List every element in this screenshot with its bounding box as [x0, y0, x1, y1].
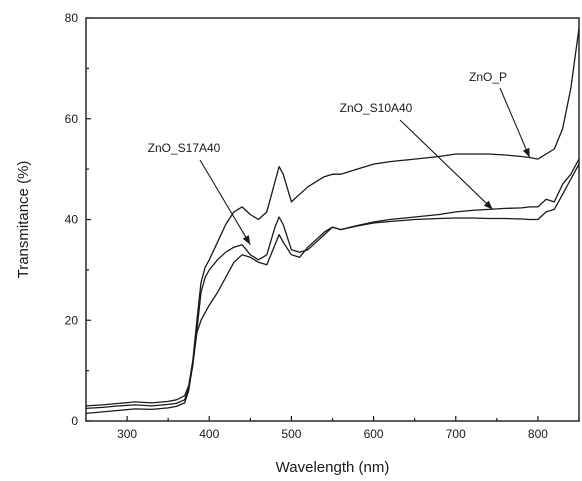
- x-tick-label: 300: [117, 427, 137, 441]
- annotation-zno-s17a40: ZnO_S17A40: [148, 141, 251, 245]
- y-tick-label: 40: [65, 213, 79, 227]
- annotation-zno-s10a40: ZnO_S10A40: [340, 101, 494, 210]
- x-tick-label: 400: [199, 427, 219, 441]
- y-tick-label: 0: [71, 414, 78, 428]
- y-tick-label: 80: [65, 11, 79, 25]
- x-tick-label: 800: [528, 427, 548, 441]
- series-line-zno-s10a40: [85, 158, 580, 410]
- series-line-zno-p: [85, 27, 580, 407]
- series-layer: [85, 27, 580, 415]
- annotation-arrow: [499, 87, 531, 158]
- annotation-arrowhead: [242, 235, 251, 245]
- series-line-zno-s17a40: [85, 163, 580, 415]
- x-tick-label: 700: [446, 427, 466, 441]
- y-axis-title: Transmitance (%): [15, 161, 32, 279]
- tick-layer: 300 400 500 600 700 800 0 20 40 60 80: [65, 11, 580, 441]
- annotation-layer: ZnO_P ZnO_S10A40 ZnO_S17A40: [148, 70, 531, 245]
- annotation-arrow: [199, 159, 251, 245]
- annotation-label: ZnO_P: [469, 70, 507, 84]
- annotation-label: ZnO_S10A40: [340, 101, 413, 115]
- annotation-arrowhead: [522, 147, 530, 158]
- y-tick-label: 60: [65, 112, 79, 126]
- annotation-arrowhead: [483, 200, 493, 210]
- y-tick-label: 20: [65, 313, 79, 327]
- annotation-arrow: [399, 119, 494, 210]
- x-tick-label: 600: [364, 427, 384, 441]
- annotation-zno-p: ZnO_P: [469, 70, 531, 158]
- annotation-label: ZnO_S17A40: [148, 141, 221, 155]
- x-tick-label: 500: [281, 427, 301, 441]
- x-axis-title: Wavelength (nm): [276, 459, 390, 476]
